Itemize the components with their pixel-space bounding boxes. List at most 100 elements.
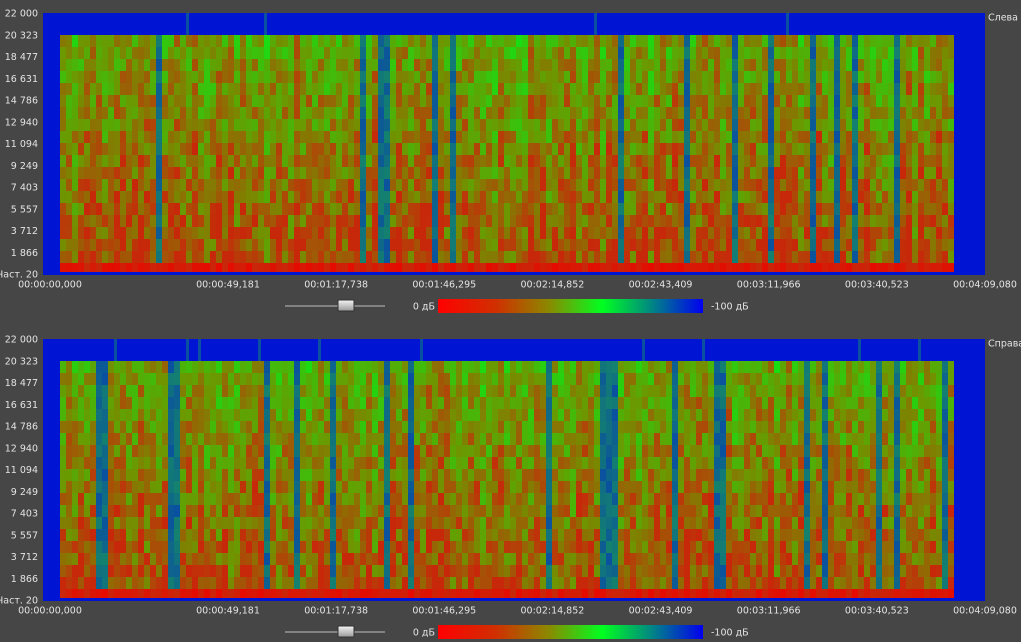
spectrum-cell <box>384 481 390 493</box>
zoom-slider-thumb[interactable] <box>337 299 355 312</box>
spectrum-cell <box>402 397 408 409</box>
spectrum-cell <box>294 589 300 598</box>
spectrum-cell <box>252 47 258 59</box>
spectrum-cell <box>552 505 558 517</box>
spectrum-cell <box>258 143 264 155</box>
spectrum-cell <box>588 95 594 107</box>
spectrum-cell <box>894 107 900 119</box>
spectrum-cell <box>264 13 267 35</box>
spectrum-cell <box>522 421 528 433</box>
spectrum-cell <box>162 107 168 119</box>
spectrum-cell <box>102 35 108 47</box>
spectrum-cell <box>756 155 762 167</box>
spectrum-cell <box>258 493 264 505</box>
spectrum-cell <box>66 119 72 131</box>
spectrum-cell <box>366 505 372 517</box>
spectrum-cell <box>858 83 864 95</box>
spectrum-cell <box>726 155 732 167</box>
spectrum-cell <box>498 83 504 95</box>
spectrum-cell <box>432 565 438 577</box>
spectrum-cell <box>444 373 450 385</box>
spectrum-cell <box>468 385 474 397</box>
spectrum-cell <box>144 433 150 445</box>
spectrum-cell <box>150 553 156 565</box>
spectrum-cell <box>678 167 684 179</box>
spectrum-cell <box>714 143 720 155</box>
spectrum-cell <box>582 83 588 95</box>
spectrum-cell <box>216 119 222 131</box>
spectrum-cell <box>540 445 546 457</box>
spectrum-cell <box>138 517 144 529</box>
spectrum-cell <box>810 251 816 263</box>
spectrum-cell <box>90 481 96 493</box>
spectrum-cell <box>930 47 936 59</box>
spectrum-cell <box>474 95 480 107</box>
spectrum-cell <box>318 397 324 409</box>
spectrum-cell <box>708 179 714 191</box>
spectrum-cell <box>210 143 216 155</box>
spectrum-cell <box>186 251 192 263</box>
spectrum-cell <box>162 119 168 131</box>
spectrum-cell <box>138 131 144 143</box>
spectrum-cell <box>102 263 108 272</box>
spectrum-cell <box>150 203 156 215</box>
spectrum-cell <box>294 227 300 239</box>
spectrum-cell <box>324 433 330 445</box>
spectrum-cell <box>60 167 66 179</box>
spectrum-cell <box>276 59 282 71</box>
spectrum-cell <box>114 421 120 433</box>
spectrum-cell <box>582 155 588 167</box>
spectrum-cell <box>804 95 810 107</box>
spectrum-cell <box>570 409 576 421</box>
spectrum-cell <box>162 263 168 272</box>
spectrum-cell <box>942 227 948 239</box>
spectrum-cell <box>168 47 174 59</box>
spectrum-cell <box>666 59 672 71</box>
spectrum-cell <box>192 155 198 167</box>
spectrum-cell <box>270 505 276 517</box>
spectrum-cell <box>780 131 786 143</box>
spectrum-cell <box>336 71 342 83</box>
spectrum-cell <box>384 143 390 155</box>
spectrum-cell <box>192 361 198 373</box>
spectrum-cell <box>198 553 204 565</box>
spectrum-cell <box>240 481 246 493</box>
spectrum-cell <box>546 577 552 589</box>
spectrum-cell <box>636 203 642 215</box>
spectrum-cell <box>486 577 492 589</box>
spectrum-cell <box>918 239 924 251</box>
spectrum-cell <box>342 481 348 493</box>
spectrum-cell <box>132 71 138 83</box>
spectrum-cell <box>192 505 198 517</box>
spectrum-cell <box>426 251 432 263</box>
spectrum-cell <box>942 263 948 272</box>
spectrum-cell <box>672 251 678 263</box>
spectrum-cell <box>534 119 540 131</box>
spectrum-cell <box>684 215 690 227</box>
spectrum-cell <box>426 421 432 433</box>
spectrum-cell <box>294 95 300 107</box>
spectrum-cell <box>600 457 606 469</box>
spectrum-cell <box>450 529 456 541</box>
spectrum-cell <box>276 167 282 179</box>
spectrum-cell <box>150 251 156 263</box>
spectrum-cell <box>222 239 228 251</box>
spectrum-cell <box>360 203 366 215</box>
spectrum-cell <box>654 215 660 227</box>
spectrum-cell <box>876 251 882 263</box>
spectrum-cell <box>612 179 618 191</box>
spectrum-cell <box>564 179 570 191</box>
spectrum-cell <box>516 35 522 47</box>
spectrum-cell <box>360 409 366 421</box>
spectrum-cell <box>582 95 588 107</box>
spectrum-cell <box>150 35 156 47</box>
spectrum-cell <box>426 263 432 272</box>
spectrum-cell <box>372 203 378 215</box>
spectrum-cell <box>312 505 318 517</box>
spectrum-cell <box>894 191 900 203</box>
spectrum-cell <box>570 35 576 47</box>
spectrum-cell <box>714 227 720 239</box>
spectrum-cell <box>678 119 684 131</box>
spectrum-cell <box>756 263 762 272</box>
spectrum-cell <box>366 179 372 191</box>
